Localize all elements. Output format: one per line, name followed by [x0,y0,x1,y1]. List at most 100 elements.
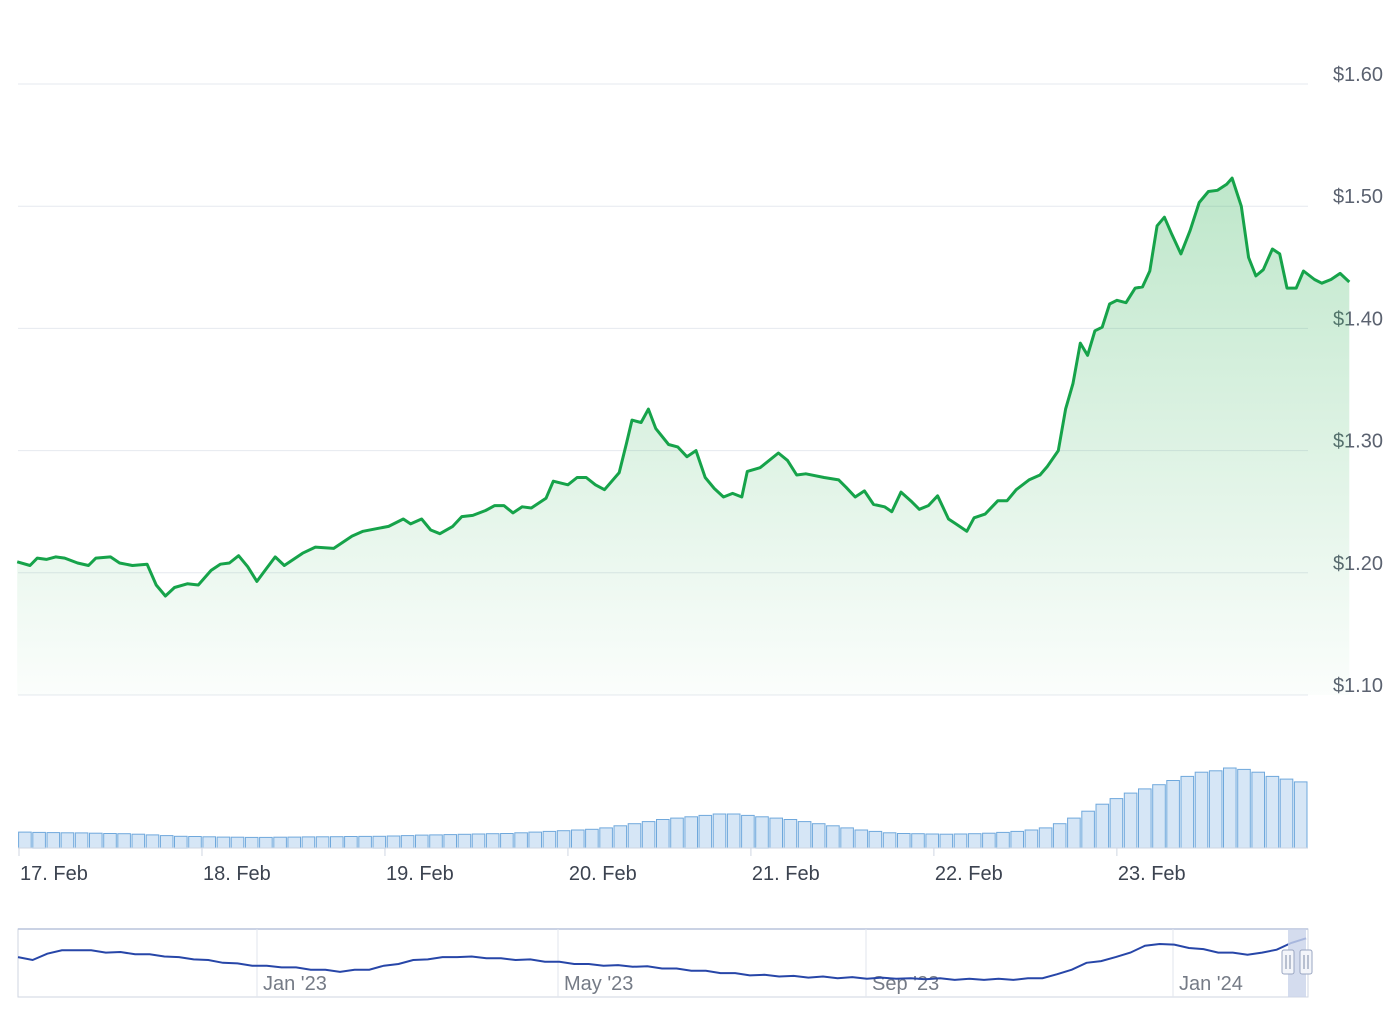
volume-bar [117,833,131,849]
volume-bar [556,830,571,849]
volume-bar [60,832,75,849]
volume-bar [1138,788,1152,849]
volume-bar [585,828,599,849]
volume-bar [330,836,344,849]
price-area-fill [17,178,1350,696]
volume-bar [542,830,557,849]
volume-bar [202,836,216,849]
volume-bar [769,817,784,849]
navigator-handle-left[interactable] [1281,949,1295,975]
volume-bar [457,833,472,849]
volume-bar [415,834,429,849]
x-tick-label: 17. Feb [20,863,88,885]
volume-bar [174,835,188,849]
navigator-handle-right[interactable] [1299,949,1313,975]
volume-bar [244,836,259,849]
volume-bar [726,813,741,849]
volume-bar [159,835,174,849]
volume-bar [755,816,769,849]
x-tick-label: 19. Feb [386,863,454,885]
volume-bar [1237,768,1251,849]
volume-bar [528,831,543,849]
volume-bar [500,833,514,849]
volume-bar [287,836,301,849]
x-tick-label: 22. Feb [935,863,1003,885]
volume-bar [840,827,854,849]
volume-bar [216,836,231,849]
volume-bar [925,833,940,849]
x-axis: 17. Feb 18. Feb 19. Feb 20. Feb 21. Feb 22. F… [18,848,1186,885]
volume-bar [996,831,1010,849]
volume-bar [301,836,316,849]
volume-bar [89,832,103,849]
volume-bar [358,835,372,849]
volume-bar [1152,784,1166,849]
volume-bar [1081,810,1095,849]
navigator-frame [17,928,1309,998]
volume-bar [868,830,883,849]
y-tick-label: $1.50 [1333,186,1383,208]
volume-bar [826,825,840,849]
volume-bar [797,821,812,849]
volume-bar [429,834,443,849]
volume-bar [46,832,61,849]
volume-bar [698,814,713,849]
volume-bar [1123,792,1138,849]
volume-bar [670,817,684,849]
volume-bar [627,823,642,849]
volume-bars [18,767,1308,849]
volume-bar [230,836,245,849]
volume-bar [1010,830,1025,849]
volume-bar [1024,829,1039,849]
volume-bar [1109,798,1124,849]
volume-bar [1223,767,1237,849]
volume-bar [897,833,911,849]
volume-bar [641,821,656,849]
volume-bar [1265,775,1280,849]
navigator-tick-label: Jan '23 [263,973,327,995]
volume-bar [259,836,273,849]
volume-bar [386,835,401,849]
volume-bar [1038,827,1053,849]
volume-bar [967,833,982,849]
x-tick-label: 18. Feb [203,863,271,885]
volume-bar [131,833,146,849]
volume-bar [811,823,826,849]
volume-bar [74,832,89,849]
volume-bar [571,829,585,849]
volume-bar [1052,823,1067,849]
volume-bar [613,825,628,849]
volume-bar [485,833,500,849]
x-tick-label: 23. Feb [1118,863,1186,885]
volume-bar [32,831,46,849]
volume-bar [1293,781,1308,849]
volume-bar [741,814,755,849]
volume-bar [145,834,160,849]
volume-bar [1279,778,1294,849]
navigator-tick-label: Sep '23 [872,973,939,995]
volume-bar [882,832,897,849]
volume-bar [953,833,968,849]
volume-bar [443,834,457,849]
volume-bar [372,835,387,849]
volume-bar [599,827,613,849]
navigator-tick-label: Jan '24 [1179,973,1243,995]
volume-bar [684,816,699,849]
price-line [16,176,1351,598]
navigator[interactable]: Jan '23 May '23 Sep '23 Jan '24 [17,928,1313,998]
volume-bar [471,833,486,849]
navigator-selection[interactable] [1288,929,1306,997]
volume-bar [1166,780,1180,849]
volume-bar [656,819,670,849]
navigator-tick-label: May '23 [564,973,633,995]
volume-bar [712,813,727,849]
volume-bar [315,836,330,849]
volume-bar [1095,803,1110,849]
x-tick-label: 21. Feb [752,863,820,885]
volume-bar [939,833,954,849]
volume-bar [1194,771,1209,849]
volume-bar [514,832,528,849]
volume-bar [982,832,996,849]
navigator-line [17,937,1307,981]
